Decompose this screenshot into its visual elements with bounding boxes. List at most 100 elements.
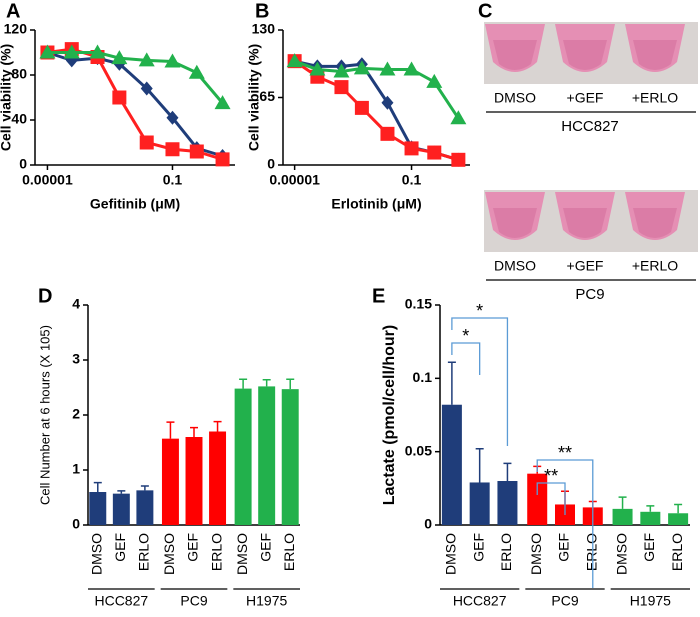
y-tick-label: 40 xyxy=(11,111,27,127)
bar xyxy=(441,404,462,525)
group-label: H1975 xyxy=(246,593,287,609)
y-tick-label: 130 xyxy=(252,21,276,37)
x-tick-label: 0.1 xyxy=(163,172,183,188)
tube-shade xyxy=(563,40,607,70)
x-tick-label: DMSO xyxy=(443,533,459,575)
error-bar xyxy=(618,496,627,509)
y-tick-label: 0 xyxy=(424,516,432,532)
y-tick-label: 0.05 xyxy=(405,442,432,458)
bar xyxy=(469,482,490,525)
marker xyxy=(334,80,349,95)
group-label: HCC827 xyxy=(453,593,507,609)
tube-shade xyxy=(633,208,677,238)
x-tick-label: DMSO xyxy=(161,533,177,575)
marker xyxy=(353,60,370,75)
marker xyxy=(140,81,153,96)
significance-label: ** xyxy=(544,466,558,486)
panel-label: D xyxy=(38,285,52,307)
x-tick-label: GEF xyxy=(641,533,657,562)
x-tick-label: DMSO xyxy=(234,533,250,575)
bar xyxy=(612,508,633,525)
marker xyxy=(427,145,442,160)
tube-label: DMSO xyxy=(494,258,536,274)
x-tick-label: GEF xyxy=(185,533,201,562)
y-tick-label: 0.1 xyxy=(413,369,433,385)
tube-shade xyxy=(633,40,677,70)
marker xyxy=(403,61,420,76)
tube-label: +GEF xyxy=(567,258,604,274)
error-bar xyxy=(213,420,222,432)
marker xyxy=(333,63,350,78)
error-bar xyxy=(190,426,198,437)
significance-bracket xyxy=(451,317,509,446)
x-tick-label: DMSO xyxy=(88,533,104,575)
error-bar xyxy=(117,490,126,494)
x-tick-label: DMSO xyxy=(613,533,629,575)
error-bar xyxy=(239,378,248,389)
y-tick-label: 1 xyxy=(72,461,80,477)
y-axis-label: Cell viability (%) xyxy=(0,44,14,151)
panel-label: E xyxy=(372,285,385,307)
y-tick-label: 0.15 xyxy=(405,296,432,312)
marker xyxy=(309,61,326,76)
marker xyxy=(380,126,395,141)
y-tick-label: 0 xyxy=(19,156,27,172)
x-tick-label: ERLO xyxy=(669,533,685,571)
panel-label: C xyxy=(478,0,492,22)
y-tick-label: 2 xyxy=(72,406,80,422)
x-tick-label: ERLO xyxy=(583,533,599,571)
significance-label: * xyxy=(462,326,469,346)
bar xyxy=(527,473,548,525)
marker xyxy=(188,64,205,79)
x-tick-label: ERLO xyxy=(136,533,152,571)
x-tick-label: DMSO xyxy=(528,533,544,575)
error-bar xyxy=(646,505,655,512)
bar xyxy=(234,388,252,525)
marker xyxy=(379,61,396,76)
bar xyxy=(89,492,107,525)
cell-line-label: PC9 xyxy=(575,286,604,303)
x-axis-label: Erlotinib (μM) xyxy=(331,196,421,212)
marker xyxy=(89,44,106,59)
panel-label: B xyxy=(255,0,269,22)
error-bar xyxy=(475,447,484,483)
tube-label: +ERLO xyxy=(632,90,678,106)
y-axis-label: Cell viability (%) xyxy=(246,44,262,151)
bar xyxy=(258,386,276,525)
bar xyxy=(640,511,661,525)
y-tick-label: 0 xyxy=(72,516,80,532)
tube-shade xyxy=(493,40,537,70)
x-tick-label: GEF xyxy=(556,533,572,562)
error-bar xyxy=(166,421,175,439)
x-tick-label: 0.00001 xyxy=(22,172,73,188)
x-tick-label: GEF xyxy=(470,533,486,562)
group-label: PC9 xyxy=(180,593,207,609)
y-axis-label: Cell Number at 6 hours (X 105) xyxy=(37,325,52,505)
error-bar xyxy=(93,481,102,492)
marker xyxy=(39,44,56,59)
tube-shade xyxy=(493,208,537,238)
marker xyxy=(381,95,394,110)
marker xyxy=(404,141,419,156)
bar xyxy=(281,389,299,525)
tube-label: DMSO xyxy=(494,90,536,106)
y-tick-label: 120 xyxy=(4,21,28,37)
x-tick-label: GEF xyxy=(112,533,128,562)
marker xyxy=(189,144,204,159)
group-label: H1975 xyxy=(630,593,671,609)
error-bar xyxy=(140,485,149,491)
bar xyxy=(185,437,203,525)
error-bar xyxy=(262,379,271,387)
x-tick-label: ERLO xyxy=(498,533,514,571)
marker xyxy=(111,50,128,65)
marker xyxy=(286,53,303,68)
marker xyxy=(139,135,154,150)
x-axis-label: Gefitinib (μM) xyxy=(90,196,180,212)
marker xyxy=(354,100,369,115)
y-tick-label: 0 xyxy=(267,156,275,172)
y-tick-label: 80 xyxy=(11,66,27,82)
bar xyxy=(209,431,227,525)
significance-bracket xyxy=(536,482,566,515)
significance-bracket xyxy=(536,459,594,588)
marker xyxy=(112,90,127,105)
